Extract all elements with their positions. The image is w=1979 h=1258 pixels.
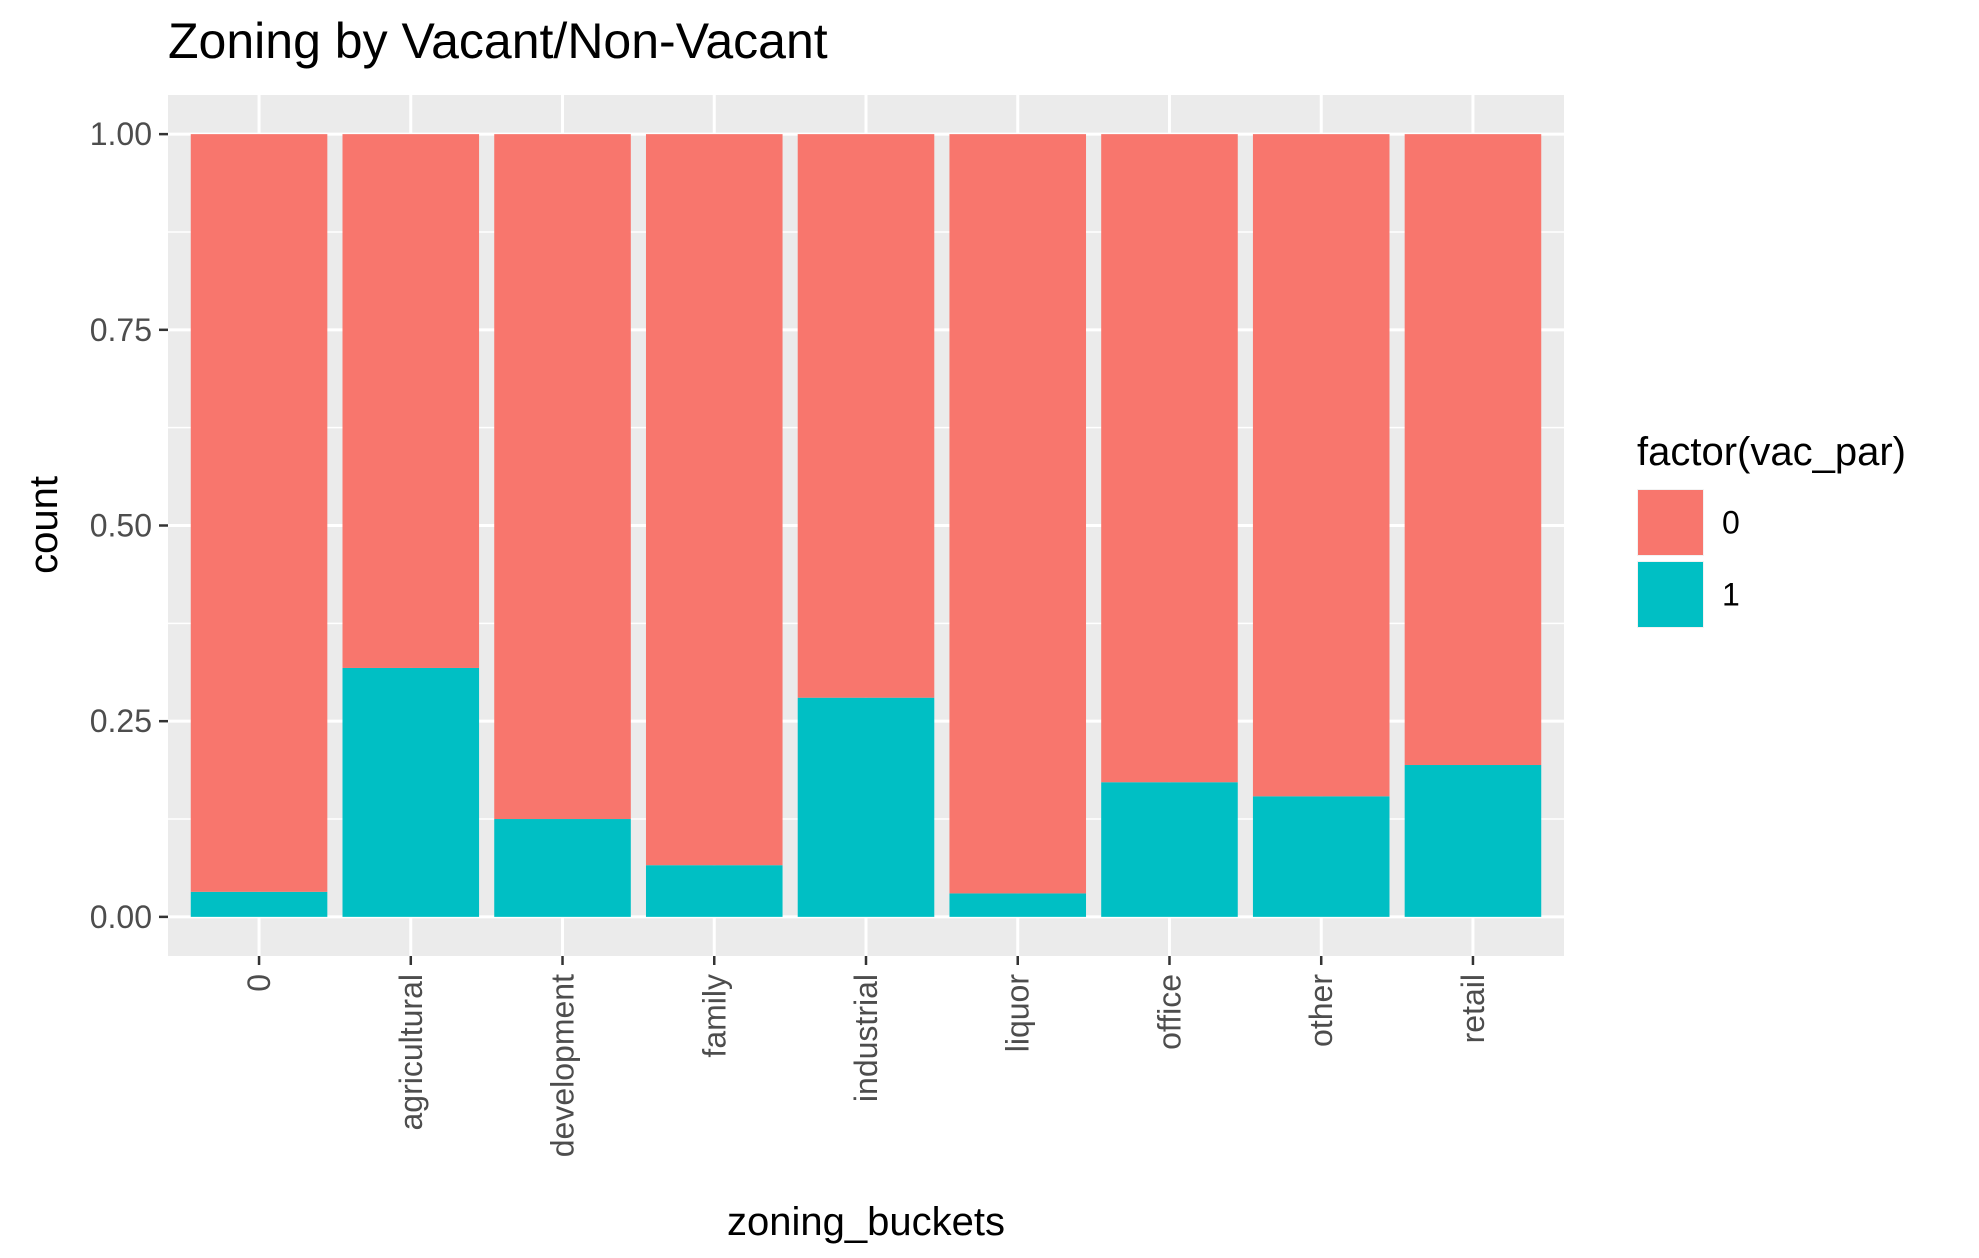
legend-key-0 xyxy=(1638,490,1703,555)
bar-liquor-vac-1 xyxy=(949,893,1087,917)
bar-office-vac-1 xyxy=(1101,782,1238,917)
bar-0-vac-0 xyxy=(190,134,328,892)
x-tick-label: 0 xyxy=(241,974,277,992)
legend-label-0: 0 xyxy=(1722,505,1740,541)
x-tick-label: development xyxy=(545,974,581,1157)
bars xyxy=(190,134,1542,917)
y-tick-label: 0.00 xyxy=(90,899,152,935)
bar-agricultural-vac-1 xyxy=(342,667,480,917)
y-axis: 0.00 0.25 0.50 0.75 1.00 xyxy=(90,116,168,935)
bar-industrial-vac-0 xyxy=(797,134,935,698)
bar-development-vac-1 xyxy=(494,819,631,917)
bar-retail-vac-0 xyxy=(1404,134,1542,766)
y-tick-label: 0.25 xyxy=(90,703,152,739)
chart-title: Zoning by Vacant/Non-Vacant xyxy=(168,13,828,69)
bar-liquor-vac-0 xyxy=(949,134,1087,894)
x-tick-label: retail xyxy=(1455,974,1491,1043)
x-tick-label: family xyxy=(696,974,732,1058)
y-tick-label: 0.50 xyxy=(90,508,152,544)
x-axis: 0 agricultural development family industrial… xyxy=(241,956,1491,1157)
bar-agricultural-vac-0 xyxy=(342,134,480,668)
bar-family-vac-0 xyxy=(645,134,783,866)
y-tick-label: 1.00 xyxy=(90,116,152,152)
legend: factor(vac_par) 0 1 xyxy=(1637,430,1906,628)
bar-development-vac-0 xyxy=(494,134,631,820)
y-axis-title: count xyxy=(22,476,66,574)
x-tick-label: agricultural xyxy=(393,974,429,1131)
x-tick-label: office xyxy=(1151,974,1187,1050)
bar-retail-vac-1 xyxy=(1404,765,1542,917)
bar-office-vac-0 xyxy=(1101,134,1238,783)
x-axis-title: zoning_buckets xyxy=(727,1200,1005,1244)
legend-key-1 xyxy=(1638,562,1703,627)
x-tick-label: liquor xyxy=(1000,974,1036,1053)
bar-industrial-vac-1 xyxy=(797,697,935,917)
x-tick-label: industrial xyxy=(848,974,884,1102)
bar-other-vac-0 xyxy=(1252,134,1390,797)
bar-other-vac-1 xyxy=(1252,796,1390,917)
bar-0-vac-1 xyxy=(190,891,328,917)
legend-label-1: 1 xyxy=(1722,577,1740,613)
legend-title: factor(vac_par) xyxy=(1637,430,1906,474)
x-tick-label: other xyxy=(1303,974,1339,1047)
bar-family-vac-1 xyxy=(645,865,783,917)
y-tick-label: 0.75 xyxy=(90,312,152,348)
